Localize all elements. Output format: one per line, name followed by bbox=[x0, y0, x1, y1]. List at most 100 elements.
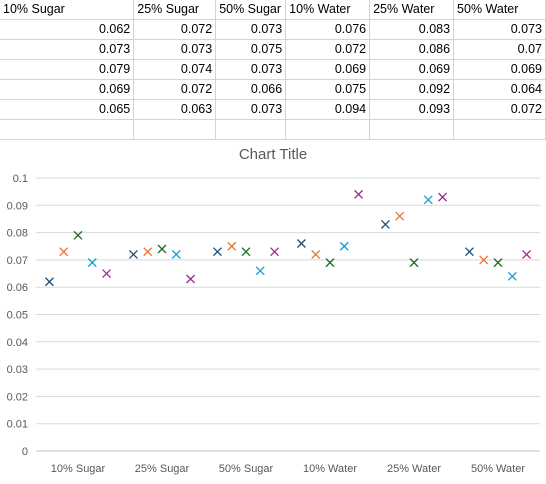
data-point[interactable] bbox=[380, 219, 390, 229]
table-cell[interactable] bbox=[285, 119, 371, 140]
x-tick-label: 25% Water bbox=[387, 463, 441, 475]
data-point[interactable] bbox=[339, 241, 349, 251]
table-cell[interactable]: 0.064 bbox=[453, 79, 546, 100]
data-point[interactable] bbox=[157, 244, 167, 254]
header-row: 10% Sugar 25% Sugar 50% Sugar 10% Water 25% … bbox=[0, 0, 546, 20]
data-point[interactable] bbox=[227, 241, 237, 251]
table-cell[interactable] bbox=[215, 119, 287, 140]
chart-title[interactable]: Chart Title bbox=[239, 146, 307, 163]
y-tick-label: 0.08 bbox=[7, 228, 28, 240]
data-point[interactable] bbox=[311, 249, 321, 259]
table-cell[interactable]: 0.074 bbox=[133, 59, 217, 80]
data-point[interactable] bbox=[296, 239, 306, 248]
y-tick-label: 0.02 bbox=[7, 391, 28, 403]
data-point[interactable] bbox=[522, 249, 532, 259]
data-point[interactable] bbox=[87, 258, 97, 268]
table-cell[interactable]: 0.069 bbox=[369, 59, 455, 80]
y-tick-label: 0.1 bbox=[13, 173, 28, 185]
data-point[interactable] bbox=[493, 258, 503, 268]
data-point[interactable] bbox=[354, 189, 364, 199]
table-cell[interactable]: 0.07 bbox=[453, 39, 546, 60]
series-3[interactable] bbox=[73, 230, 503, 268]
data-point[interactable] bbox=[255, 266, 265, 276]
column-header[interactable]: 10% Sugar bbox=[0, 0, 135, 20]
data-point[interactable] bbox=[102, 269, 112, 279]
data-point[interactable] bbox=[59, 247, 69, 257]
table-cell[interactable]: 0.072 bbox=[133, 19, 217, 40]
table-cell[interactable]: 0.094 bbox=[285, 99, 371, 120]
data-point[interactable] bbox=[325, 258, 335, 268]
table-cell[interactable] bbox=[369, 119, 455, 140]
table-cell[interactable]: 0.079 bbox=[0, 59, 135, 80]
table-cell[interactable]: 0.073 bbox=[215, 19, 287, 40]
series-4[interactable] bbox=[87, 195, 517, 281]
data-point[interactable] bbox=[44, 277, 54, 287]
series-2[interactable] bbox=[59, 211, 489, 265]
series-5[interactable] bbox=[102, 189, 532, 284]
table-cell[interactable]: 0.069 bbox=[453, 59, 546, 80]
data-point[interactable] bbox=[128, 249, 138, 259]
table-cell[interactable]: 0.092 bbox=[369, 79, 455, 100]
table-cell[interactable]: 0.073 bbox=[215, 99, 287, 120]
table-cell[interactable]: 0.065 bbox=[0, 99, 135, 120]
scatter-chart[interactable]: Chart Title 0 0.01 0.02 0.03 0.04 0.05 0.06 0.0… bbox=[0, 138, 546, 484]
table-cell[interactable]: 0.086 bbox=[369, 39, 455, 60]
column-header[interactable]: 25% Water bbox=[369, 0, 455, 20]
data-point[interactable] bbox=[464, 247, 474, 257]
table-cell[interactable]: 0.076 bbox=[285, 19, 371, 40]
y-tick-label: 0.04 bbox=[7, 337, 28, 349]
column-header[interactable]: 50% Water bbox=[453, 0, 546, 20]
y-tick-label: 0.09 bbox=[7, 200, 28, 212]
data-point[interactable] bbox=[395, 211, 405, 221]
data-point[interactable] bbox=[409, 258, 419, 268]
table-cell[interactable]: 0.066 bbox=[215, 79, 287, 100]
data-point[interactable] bbox=[186, 274, 196, 284]
table-cell[interactable]: 0.073 bbox=[133, 39, 217, 60]
column-header[interactable]: 10% Water bbox=[285, 0, 371, 20]
table-cell[interactable]: 0.093 bbox=[369, 99, 455, 120]
table-cell[interactable] bbox=[0, 119, 135, 140]
plot-area[interactable] bbox=[44, 189, 532, 287]
x-axis: 10% Sugar 25% Sugar 50% Sugar 10% Water 25% … bbox=[51, 463, 526, 475]
column-header[interactable]: 50% Sugar bbox=[215, 0, 287, 20]
data-point[interactable] bbox=[438, 192, 448, 202]
table-cell[interactable]: 0.063 bbox=[133, 99, 217, 120]
x-tick-label: 25% Sugar bbox=[135, 463, 190, 475]
table-cell[interactable]: 0.069 bbox=[285, 59, 371, 80]
data-point[interactable] bbox=[171, 249, 181, 259]
table-cell[interactable]: 0.072 bbox=[133, 79, 217, 100]
y-tick-label: 0 bbox=[22, 446, 28, 458]
y-tick-label: 0.05 bbox=[7, 310, 28, 322]
gridlines bbox=[36, 177, 540, 452]
table-cell[interactable]: 0.069 bbox=[0, 79, 135, 100]
table-cell[interactable]: 0.062 bbox=[0, 19, 135, 40]
data-point[interactable] bbox=[423, 195, 433, 205]
series-1[interactable] bbox=[44, 219, 474, 287]
table-cell[interactable]: 0.075 bbox=[215, 39, 287, 60]
table-cell[interactable]: 0.073 bbox=[0, 39, 135, 60]
table-cell[interactable]: 0.072 bbox=[285, 39, 371, 60]
x-tick-label: 50% Sugar bbox=[219, 463, 274, 475]
column-header[interactable]: 25% Sugar bbox=[133, 0, 217, 20]
table-row: 0.073 0.073 0.075 0.072 0.086 0.07 bbox=[0, 39, 546, 60]
table-row: 0.065 0.063 0.073 0.094 0.093 0.072 bbox=[0, 99, 546, 120]
y-axis: 0 0.01 0.02 0.03 0.04 0.05 0.06 0.07 0.08 0.09 0.1 bbox=[7, 173, 28, 458]
table-cell[interactable]: 0.073 bbox=[215, 59, 287, 80]
data-point[interactable] bbox=[73, 230, 83, 240]
y-tick-label: 0.03 bbox=[7, 364, 28, 376]
table-row: 0.079 0.074 0.073 0.069 0.069 0.069 bbox=[0, 59, 546, 80]
table-cell[interactable]: 0.075 bbox=[285, 79, 371, 100]
data-point[interactable] bbox=[212, 247, 222, 257]
table-cell[interactable]: 0.083 bbox=[369, 19, 455, 40]
y-tick-label: 0.01 bbox=[7, 419, 28, 431]
table-cell[interactable]: 0.073 bbox=[453, 19, 546, 40]
data-point[interactable] bbox=[507, 271, 517, 281]
table-cell[interactable]: 0.072 bbox=[453, 99, 546, 120]
table-row: 0.069 0.072 0.066 0.075 0.092 0.064 bbox=[0, 79, 546, 100]
data-point[interactable] bbox=[241, 247, 251, 257]
data-point[interactable] bbox=[270, 247, 280, 257]
table-cell[interactable] bbox=[133, 119, 217, 140]
data-point[interactable] bbox=[143, 247, 153, 257]
data-point[interactable] bbox=[479, 255, 489, 265]
table-cell[interactable] bbox=[453, 119, 546, 140]
